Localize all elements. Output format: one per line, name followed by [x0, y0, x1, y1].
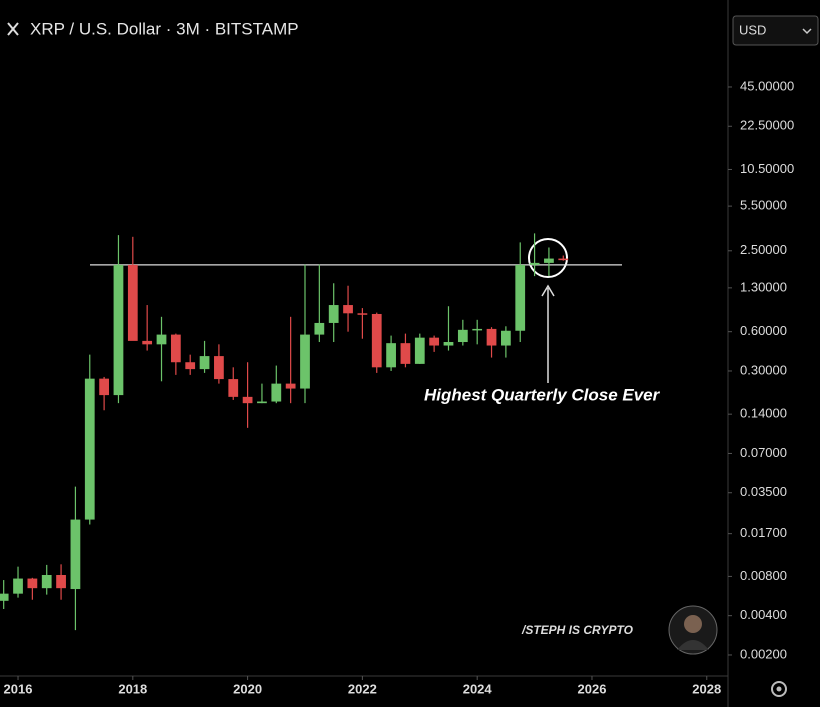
x-tick-label: 2016 — [4, 681, 33, 696]
candle-body — [185, 362, 196, 370]
y-tick-label: 2.50000 — [740, 242, 787, 257]
candle-body — [271, 383, 282, 402]
candle-body — [70, 519, 81, 590]
arrow-head — [541, 284, 555, 297]
candle-body — [257, 401, 267, 404]
candle-body — [56, 574, 66, 589]
y-tick-label: 0.07000 — [740, 445, 787, 460]
candle-body — [142, 340, 153, 345]
candle-body — [443, 342, 454, 346]
currency-select[interactable] — [732, 15, 819, 46]
candle-body — [242, 396, 253, 404]
x-tick-label: 2018 — [118, 681, 147, 696]
y-tick-label: 0.00400 — [740, 607, 787, 622]
candle-body — [558, 258, 569, 261]
y-tick-label: 0.30000 — [740, 362, 787, 377]
x-tick-label: 2022 — [348, 681, 377, 696]
candle-body — [515, 264, 526, 331]
candle-body — [371, 313, 382, 368]
candle-body — [429, 337, 440, 346]
candle-body — [170, 334, 181, 363]
x-tick-label: 2020 — [233, 681, 262, 696]
candle-body — [214, 356, 224, 380]
candle-body — [300, 334, 310, 389]
candle-body — [472, 328, 483, 331]
candle-body — [343, 305, 353, 314]
y-tick-label: 5.50000 — [740, 198, 787, 213]
annotation: Highest Quarterly Close Ever — [424, 385, 661, 404]
candle-body — [0, 593, 9, 601]
candle-body — [228, 379, 239, 397]
candle-body — [414, 337, 425, 364]
candle-body — [544, 258, 554, 263]
candle-body — [113, 264, 124, 396]
y-tick-label: 1.30000 — [740, 279, 787, 294]
chart-title: XRP / U.S. Dollar · 3M · BITSTAMP — [30, 19, 299, 38]
candle-body — [156, 334, 167, 345]
candle-body — [285, 383, 296, 389]
y-tick-label: 45.00000 — [740, 78, 794, 93]
y-tick-label: 0.03500 — [740, 484, 787, 499]
y-tick-label: 0.00800 — [740, 568, 787, 583]
settings-icon[interactable] — [771, 681, 787, 697]
candle-body — [486, 328, 497, 346]
y-tick-label: 0.00200 — [740, 646, 787, 661]
dropdown-arrow — [802, 28, 812, 35]
candle-body — [99, 378, 109, 396]
x-tick-label: 2026 — [578, 681, 607, 696]
currency-label: USD — [739, 22, 766, 37]
candle-body — [199, 356, 210, 370]
candle-body — [501, 330, 511, 346]
candle-body — [328, 305, 339, 323]
highlight-circle — [528, 238, 568, 278]
x-tick-label: 2024 — [463, 681, 493, 696]
candle-body — [13, 578, 23, 594]
candle-body — [457, 329, 468, 343]
candle-body — [529, 262, 540, 265]
watermark: /STEPH IS CRYPTO — [521, 623, 634, 637]
candle-body — [357, 313, 368, 315]
candle-body — [314, 322, 325, 335]
candle-body — [400, 343, 411, 364]
candle-body — [27, 578, 38, 589]
y-tick-label: 10.50000 — [740, 161, 794, 176]
y-tick-label: 0.01700 — [740, 525, 787, 540]
candle-body — [386, 343, 396, 368]
x-tick-label: 2028 — [692, 681, 721, 696]
avatar — [668, 605, 718, 655]
candle-body — [84, 378, 95, 520]
y-tick-label: 0.60000 — [740, 323, 787, 338]
candle-body — [41, 574, 52, 589]
candle-body — [127, 264, 138, 341]
close-icon[interactable] — [7, 22, 19, 36]
y-tick-label: 22.50000 — [740, 118, 794, 133]
y-tick-label: 0.14000 — [740, 406, 787, 421]
